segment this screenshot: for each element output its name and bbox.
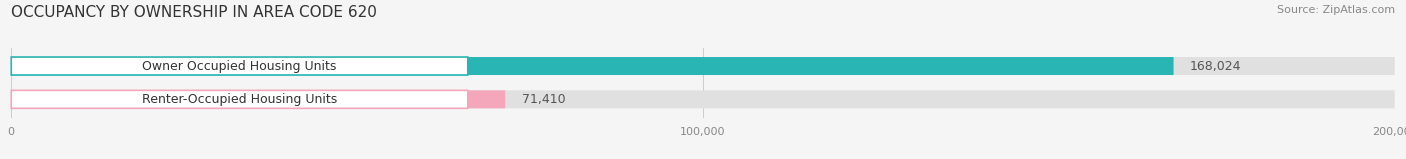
FancyBboxPatch shape — [11, 57, 1174, 75]
FancyBboxPatch shape — [11, 57, 1395, 75]
Text: 168,024: 168,024 — [1189, 59, 1241, 73]
Text: 71,410: 71,410 — [522, 93, 565, 106]
FancyBboxPatch shape — [11, 90, 1395, 108]
Text: Owner Occupied Housing Units: Owner Occupied Housing Units — [142, 59, 336, 73]
Text: Source: ZipAtlas.com: Source: ZipAtlas.com — [1277, 5, 1395, 15]
Text: Renter-Occupied Housing Units: Renter-Occupied Housing Units — [142, 93, 337, 106]
FancyBboxPatch shape — [11, 57, 468, 75]
Text: OCCUPANCY BY OWNERSHIP IN AREA CODE 620: OCCUPANCY BY OWNERSHIP IN AREA CODE 620 — [11, 5, 377, 20]
FancyBboxPatch shape — [11, 90, 468, 108]
FancyBboxPatch shape — [11, 90, 505, 108]
